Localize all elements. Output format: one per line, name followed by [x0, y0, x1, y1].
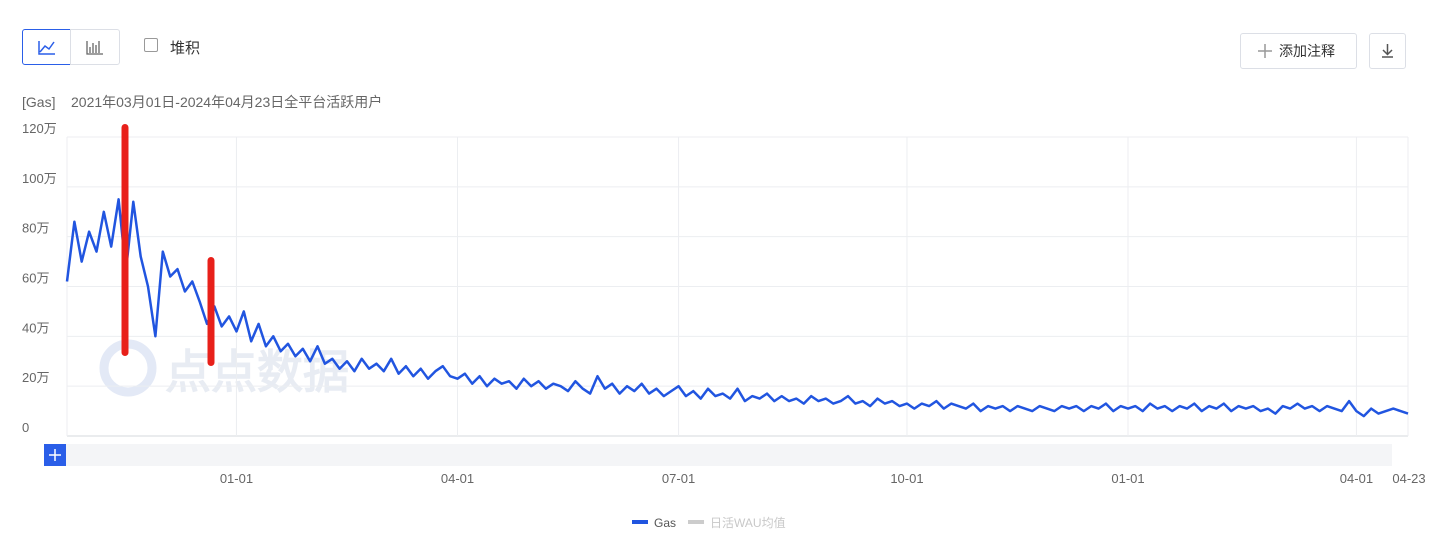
y-tick-label: 0: [22, 420, 29, 435]
download-button[interactable]: [1369, 33, 1406, 69]
y-tick-label: 120万: [22, 121, 57, 136]
y-tick-label: 20万: [22, 370, 49, 385]
legend-label: Gas: [654, 516, 676, 530]
x-tick-label: 04-01: [441, 471, 474, 486]
x-tick-label: 01-01: [220, 471, 253, 486]
y-tick-label: 80万: [22, 221, 49, 236]
plus-icon: [1258, 44, 1272, 58]
y-tick-label: 100万: [22, 171, 57, 186]
legend: Gas 日活WAU均值: [632, 515, 786, 530]
chart-title: 2021年03月01日-2024年04月23日全平台活跃用户: [71, 94, 382, 110]
line-icon: [38, 41, 55, 55]
annotation-bar: [121, 124, 129, 356]
x-tick-label: 07-01: [662, 471, 695, 486]
x-tick-label: 01-01: [1111, 471, 1144, 486]
x-tick-label: 04-01: [1340, 471, 1373, 486]
y-tick-label: 60万: [22, 271, 49, 286]
stack-label: 堆积: [170, 40, 201, 57]
stack-checkbox[interactable]: [144, 38, 158, 52]
x-tick-label: 10-01: [890, 471, 923, 486]
plot: [65, 198, 1409, 418]
download-icon: [1382, 44, 1393, 58]
data-line: [65, 198, 1409, 418]
y-tick-label: 40万: [22, 320, 49, 335]
annotation-bar: [207, 257, 215, 366]
zoom-handle-icon: [49, 449, 61, 461]
legend-label: 日活WAU均值: [710, 515, 786, 530]
x-tick-label: 04-23: [1392, 471, 1425, 486]
bar-icon: [86, 41, 103, 55]
watermark: 点点数据: [165, 346, 349, 398]
zoom-handle[interactable]: [44, 444, 66, 466]
bar-toggle[interactable]: [70, 29, 120, 65]
unit-tag: [Gas]: [22, 94, 55, 110]
grid: [66, 136, 1409, 437]
add-note-button[interactable]: 添加注释: [1240, 33, 1357, 69]
zoom-slider[interactable]: [44, 444, 1392, 466]
add-note-label: 添加注释: [1279, 43, 1335, 59]
line-toggle[interactable]: [22, 29, 71, 65]
watermark-logo: [99, 339, 157, 397]
